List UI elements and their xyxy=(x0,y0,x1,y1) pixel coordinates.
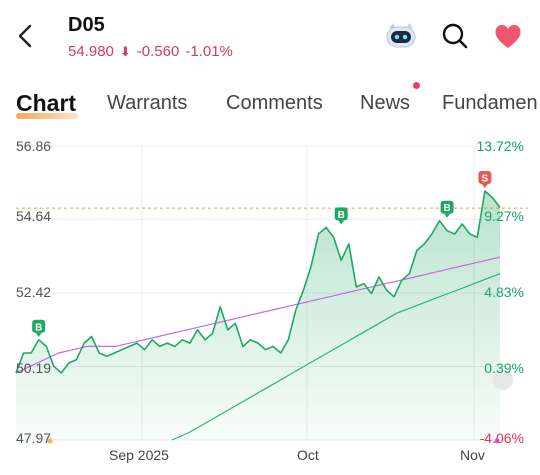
back-chevron-icon[interactable] xyxy=(14,22,38,50)
price-quote: 54.980 ⬇ -0.560 -1.01% xyxy=(68,43,239,60)
price-chart[interactable]: B B B S 56.86 54.64 52.42 50.19 47.97 13.72… xyxy=(0,130,540,475)
percent-tick-label: 13.72% xyxy=(476,138,524,154)
sell-signal-label: S xyxy=(482,173,489,184)
percent-tick-label: 0.39% xyxy=(484,360,524,376)
news-notification-dot xyxy=(413,82,420,89)
buy-signal-marker xyxy=(32,319,46,333)
price-change: -0.560 xyxy=(136,43,180,60)
ma-slow-line xyxy=(171,273,501,441)
down-arrow-icon: ⬇ xyxy=(119,44,131,59)
axis-start-dot xyxy=(47,438,53,444)
y-tick-label: 50.19 xyxy=(16,360,52,376)
x-tick-label: Sep 2025 xyxy=(109,447,169,463)
tab-comments[interactable]: Comments xyxy=(226,92,323,114)
scroll-latest-button xyxy=(493,370,513,390)
buy-signal-label: B xyxy=(443,203,450,214)
chart-canvas: B B B S xyxy=(15,145,528,444)
buy-signal-marker xyxy=(334,207,348,221)
percent-tick-label: 4.83% xyxy=(484,284,524,300)
buy-signal-label: B xyxy=(338,210,345,221)
y-tick-label: 54.64 xyxy=(16,208,52,224)
buy-signal-pointer xyxy=(338,220,345,225)
buy-signal-label: B xyxy=(35,322,42,333)
tab-fundamentals[interactable]: Fundamen xyxy=(442,92,538,114)
last-price: 54.980 xyxy=(68,43,114,60)
percent-tick-label: 9.27% xyxy=(484,208,524,224)
y-tick-label: 52.42 xyxy=(16,284,52,300)
price-area xyxy=(16,191,500,440)
x-tick-label: Oct xyxy=(297,447,319,463)
sell-signal-marker xyxy=(478,170,492,184)
active-tab-indicator xyxy=(16,113,78,119)
price-line xyxy=(15,190,501,374)
robot-assistant-icon[interactable] xyxy=(383,20,419,50)
tab-bar: Chart Warrants Comments News Fundamen xyxy=(0,86,540,122)
heart-icon[interactable] xyxy=(493,22,523,50)
buy-signal-marker xyxy=(440,200,454,214)
tab-chart[interactable]: Chart xyxy=(16,90,77,116)
search-icon[interactable] xyxy=(441,22,469,50)
buy-signal-pointer xyxy=(444,213,451,218)
tab-warrants[interactable]: Warrants xyxy=(107,92,188,114)
price-change-percent: -1.01% xyxy=(185,43,233,60)
tab-news[interactable]: News xyxy=(360,92,411,114)
y-tick-label: 56.86 xyxy=(16,138,52,154)
axis-end-dot xyxy=(494,438,500,444)
y-tick-label: 47.97 xyxy=(16,430,52,446)
buy-signal-pointer xyxy=(35,332,42,337)
top-bar: D05 54.980 ⬇ -0.560 -1.01% xyxy=(0,0,540,80)
x-tick-label: Nov xyxy=(460,447,485,463)
ticker-symbol: D05 xyxy=(68,14,105,36)
sell-signal-pointer xyxy=(481,183,488,188)
percent-tick-label: -4.06% xyxy=(479,430,524,446)
